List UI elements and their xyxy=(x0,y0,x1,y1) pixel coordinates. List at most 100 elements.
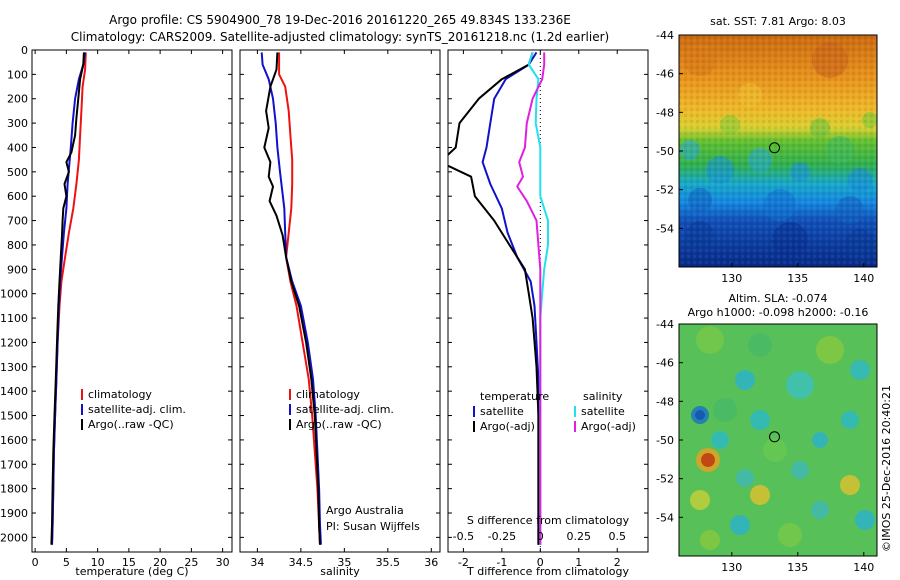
series-line-3 xyxy=(516,52,546,545)
map-ytick-label: -44 xyxy=(656,29,674,42)
s-difference-label: S difference from climatology xyxy=(467,514,630,527)
xtick-label: 20 xyxy=(153,556,167,569)
map-xtick-label: 130 xyxy=(721,272,742,285)
ytick-label: 700 xyxy=(7,215,28,228)
ytick-label: 800 xyxy=(7,239,28,252)
ytick-label: 1900 xyxy=(0,507,28,520)
map-ytick-label: -48 xyxy=(656,395,674,408)
difference-plot-frame xyxy=(447,49,649,553)
map-ytick-label: -52 xyxy=(656,473,674,486)
legend-label: Argo(-adj) xyxy=(581,420,636,433)
ytick-label: 0 xyxy=(21,44,28,57)
legend-label: Argo(..raw -QC) xyxy=(88,418,174,431)
legend-label: satellite-adj. clim. xyxy=(296,403,394,416)
sla-texture xyxy=(713,398,737,422)
s-diff-xtick-label: -0.25 xyxy=(488,530,516,543)
sla-texture xyxy=(791,461,809,479)
legend-label: Argo(..raw -QC) xyxy=(296,418,382,431)
temperature-legend: climatology satellite-adj. clim. Argo(..ra… xyxy=(81,388,186,431)
ytick-label: 1300 xyxy=(0,361,28,374)
ytick-label: 1500 xyxy=(0,410,28,423)
sla-argo-location-marker xyxy=(769,431,781,443)
series-line-2 xyxy=(50,52,85,545)
sla-texture xyxy=(750,410,770,430)
sla-texture xyxy=(748,333,772,357)
ytick-label: 1400 xyxy=(0,385,28,398)
ytick-label: 600 xyxy=(7,190,28,203)
sla-texture xyxy=(850,360,870,380)
map-xtick-label: 135 xyxy=(787,272,808,285)
s-diff-xtick-label: -0.5 xyxy=(453,530,474,543)
ytick-label: 400 xyxy=(7,141,28,154)
sst-argo-location-marker xyxy=(769,142,781,154)
salinity-plot-frame xyxy=(239,49,441,553)
sla-texture xyxy=(711,431,729,449)
sla-texture xyxy=(736,469,754,487)
legend-label: climatology xyxy=(88,388,152,401)
ytick-label: 1600 xyxy=(0,434,28,447)
t-difference-xlabel: T difference from climatology xyxy=(466,565,629,578)
xtick-label: 25 xyxy=(184,556,198,569)
sla-texture xyxy=(812,432,828,448)
sla-texture xyxy=(763,438,787,462)
xtick-label: 36 xyxy=(424,556,438,569)
t-diff-xtick-label: 1 xyxy=(575,556,582,569)
figure-title-line1: Argo profile: CS 5904900_78 19-Dec-2016 … xyxy=(109,13,571,27)
sla-texture xyxy=(690,490,710,510)
map-ytick-label: -52 xyxy=(656,184,674,197)
series-line-1 xyxy=(448,52,540,545)
map-ytick-label: -46 xyxy=(656,357,674,370)
legend-temperature-title: temperature xyxy=(480,390,549,403)
salinity-legend: climatology satellite-adj. clim. Argo(..ra… xyxy=(289,388,394,431)
ytick-label: 1800 xyxy=(0,483,28,496)
series-line-2 xyxy=(263,52,321,545)
ytick-label: 500 xyxy=(7,166,28,179)
sla-texture xyxy=(778,523,802,547)
ytick-label: 900 xyxy=(7,263,28,276)
map-ytick-label: -50 xyxy=(656,434,674,447)
s-diff-xtick-label: 0 xyxy=(537,530,544,543)
map-xtick-label: 140 xyxy=(853,561,874,574)
map-ytick-label: -54 xyxy=(656,511,674,524)
map-xtick-label: 130 xyxy=(721,561,742,574)
legend-label: satellite xyxy=(581,405,625,418)
t-diff-xtick-label: 0 xyxy=(537,556,544,569)
ytick-label: 1700 xyxy=(0,458,28,471)
xtick-label: 35 xyxy=(337,556,351,569)
temperature-xlabel: temperature (deg C) xyxy=(75,565,188,578)
legend-label: climatology xyxy=(296,388,360,401)
xtick-label: 30 xyxy=(216,556,230,569)
xtick-label: 10 xyxy=(91,556,105,569)
map-ytick-label: -54 xyxy=(656,222,674,235)
sla-texture xyxy=(750,485,770,505)
xtick-label: 35.5 xyxy=(376,556,401,569)
sst-map-title: sat. SST: 7.81 Argo: 8.03 xyxy=(710,15,846,28)
legend-label: Argo(-adj) xyxy=(480,420,535,433)
xtick-label: 34.5 xyxy=(289,556,314,569)
ytick-label: 300 xyxy=(7,117,28,130)
sla-texture xyxy=(735,370,755,390)
t-diff-xtick-label: 2 xyxy=(614,556,621,569)
sla-map-subtitle: Argo h1000: -0.098 h2000: -0.16 xyxy=(688,306,869,319)
s-diff-xtick-label: 0.25 xyxy=(567,530,592,543)
ytick-label: 100 xyxy=(7,68,28,81)
legend-label: satellite xyxy=(480,405,524,418)
sla-map-panel: Altim. SLA: -0.074 Argo h1000: -0.098 h2… xyxy=(656,292,878,574)
sst-map-panel: sat. SST: 7.81 Argo: 8.03 -44 -46 -48 -50 -5… xyxy=(656,15,878,285)
map-xtick-label: 140 xyxy=(853,272,874,285)
sla-texture xyxy=(811,501,829,519)
t-diff-xtick-label: -2 xyxy=(458,556,469,569)
legend-label: satellite-adj. clim. xyxy=(88,403,186,416)
sla-texture xyxy=(700,530,720,550)
sla-texture xyxy=(786,371,814,399)
difference-panel: -2 -1 0 1 2 S difference from climatology -0… xyxy=(447,49,649,578)
sla-texture xyxy=(730,515,750,535)
legend-salinity-title: salinity xyxy=(583,390,623,403)
sla-texture xyxy=(816,336,844,364)
xtick-label: 15 xyxy=(122,556,136,569)
map-ytick-label: -48 xyxy=(656,106,674,119)
sla-texture xyxy=(695,410,705,420)
t-diff-xtick-label: -1 xyxy=(496,556,507,569)
temperature-panel: 0100200300400500600700800900100011001200… xyxy=(0,44,233,578)
